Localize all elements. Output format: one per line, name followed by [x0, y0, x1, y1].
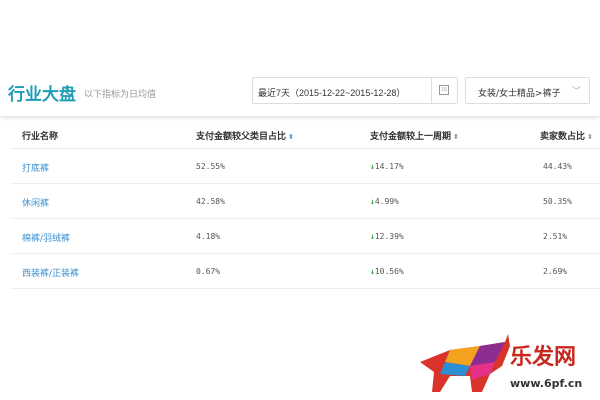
change-cell: ↓10.56% — [370, 267, 404, 276]
change-cell: ↓12.39% — [370, 232, 404, 241]
sort-icon[interactable]: ⬍ — [453, 133, 459, 141]
arrow-down-icon: ↓ — [370, 232, 375, 241]
industry-link[interactable]: 休闲裤 — [22, 199, 50, 209]
column-label: 卖家数占比 — [540, 132, 586, 142]
column-header-change[interactable]: 支付金额较上一周期 ⬍ — [370, 129, 459, 142]
divider — [10, 288, 600, 289]
sellers-value: 50.35% — [543, 197, 572, 206]
category-dropdown[interactable]: 女装/女士精品>裤子 ﹀ — [465, 77, 590, 104]
change-cell: ↓14.17% — [370, 162, 404, 171]
sellers-value: 2.51% — [543, 232, 568, 241]
change-value: 12.39% — [374, 232, 404, 241]
column-label: 行业名称 — [22, 132, 59, 142]
calendar-icon: 15 — [439, 85, 449, 95]
arrow-down-icon: ↓ — [370, 267, 375, 276]
sort-icon[interactable]: ⬍ — [587, 133, 593, 141]
page-title: 行业大盘 — [8, 85, 76, 105]
watermark-text: 乐发网 — [510, 344, 576, 370]
industry-link[interactable]: 打底裤 — [22, 164, 50, 174]
category-text: 女装/女士精品>裤子 — [478, 89, 561, 99]
column-header-sellers[interactable]: 卖家数占比 ⬍ — [540, 129, 593, 142]
sort-icon[interactable]: ⬍ — [288, 133, 294, 141]
header: 行业大盘 以下指标为日均值 最近7天（2015-12-22~2015-12-28… — [0, 0, 600, 116]
column-label: 支付金额较上一周期 — [370, 132, 452, 142]
column-header-name: 行业名称 — [22, 129, 58, 142]
sellers-value: 2.69% — [543, 267, 568, 276]
share-value: 52.55% — [196, 162, 225, 171]
industry-link[interactable]: 棉裤/羽绒裤 — [22, 234, 71, 244]
column-header-share[interactable]: 支付金额较父类目占比 ⬍ — [196, 129, 294, 142]
change-cell: ↓4.99% — [370, 197, 399, 206]
change-value: 14.17% — [374, 162, 404, 171]
arrow-down-icon: ↓ — [370, 162, 375, 171]
change-value: 10.56% — [374, 267, 404, 276]
watermark-logo: 乐发网 www.6pf.cn — [420, 334, 582, 392]
chevron-down-icon: ﹀ — [571, 87, 581, 97]
share-value: 42.58% — [196, 197, 225, 206]
page-subtitle: 以下指标为日均值 — [84, 90, 157, 100]
share-value: 0.67% — [196, 267, 221, 276]
watermark-url: www.6pf.cn — [510, 377, 582, 390]
change-value: 4.99% — [374, 197, 399, 206]
share-value: 4.18% — [196, 232, 221, 241]
sellers-value: 44.43% — [543, 162, 572, 171]
date-range-picker[interactable]: 最近7天（2015-12-22~2015-12-28） 15 — [252, 77, 458, 104]
industry-link[interactable]: 西装裤/正装裤 — [22, 269, 80, 279]
calendar-button[interactable]: 15 — [431, 78, 457, 103]
divider — [10, 148, 600, 149]
date-range-text: 最近7天（2015-12-22~2015-12-28） — [258, 88, 406, 98]
column-label: 支付金额较父类目占比 — [196, 132, 287, 142]
divider — [10, 218, 600, 219]
divider — [10, 183, 600, 184]
arrow-down-icon: ↓ — [370, 197, 375, 206]
divider — [10, 253, 600, 254]
